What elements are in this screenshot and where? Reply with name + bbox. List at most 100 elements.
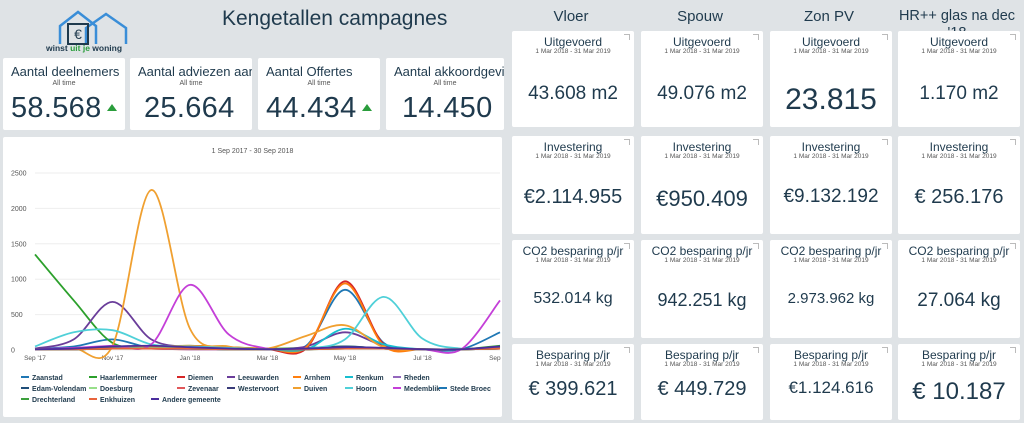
- legend-label: Hoorn: [356, 386, 377, 393]
- metric-date-range: 1 Mar 2018 - 31 Mar 2019: [535, 48, 611, 55]
- metric-title: CO2 besparing p/jr: [908, 244, 1010, 258]
- deelnemers-line-chart[interactable]: 1 Sep 2017 - 30 Sep 2018 0 500 1000 1500 200…: [3, 137, 502, 417]
- legend-label: Rheden: [404, 375, 430, 382]
- legend-item[interactable]: Zaanstad: [21, 375, 63, 382]
- expand-icon[interactable]: [1010, 139, 1016, 145]
- metric-date-range: 1 Mar 2018 - 31 Mar 2019: [535, 361, 611, 368]
- legend-label: Stede Broec: [450, 386, 491, 393]
- metric-card-uitgevoerd-hr-glas[interactable]: Uitgevoerd 1 Mar 2018 - 31 Mar 2019 1.170 …: [898, 31, 1020, 127]
- expand-icon[interactable]: [624, 347, 630, 353]
- expand-icon[interactable]: [753, 347, 759, 353]
- y-tick-label: 2000: [11, 206, 27, 213]
- legend-item[interactable]: Renkum: [345, 375, 384, 382]
- legend-swatch: [21, 376, 29, 378]
- metric-date-range: 1 Mar 2018 - 31 Mar 2019: [793, 257, 869, 264]
- metric-card-uitgevoerd-vloer[interactable]: Uitgevoerd 1 Mar 2018 - 31 Mar 2019 43.608…: [512, 31, 634, 127]
- legend-label: Renkum: [356, 375, 384, 382]
- metric-card-besparing-spouw[interactable]: Besparing p/jr 1 Mar 2018 - 31 Mar 2019 € …: [641, 344, 763, 420]
- metric-title: Besparing p/jr: [921, 348, 997, 362]
- kpi-adviezen[interactable]: Aantal adviezen aan hu All time 25.664: [130, 58, 252, 130]
- legend-swatch: [227, 387, 235, 389]
- legend-item[interactable]: Haarlemmermeer: [89, 375, 157, 382]
- legend-swatch: [21, 387, 29, 389]
- expand-icon[interactable]: [882, 34, 888, 40]
- metric-value: 49.076 m2: [657, 83, 747, 104]
- legend-item[interactable]: Medemblik: [393, 386, 440, 393]
- metric-card-besparing-zon-pv[interactable]: Besparing p/jr 1 Mar 2018 - 31 Mar 2019 €1…: [770, 344, 892, 420]
- legend-item[interactable]: Andere gemeente: [151, 397, 221, 404]
- legend-item[interactable]: Hoorn: [345, 386, 377, 393]
- kpi-sub: All time: [52, 80, 76, 87]
- kpi-deelnemers[interactable]: Aantal deelnemers All time 58.568: [3, 58, 125, 130]
- legend-item[interactable]: Doesburg: [89, 386, 133, 393]
- metric-date-range: 1 Mar 2018 - 31 Mar 2019: [664, 361, 740, 368]
- expand-icon[interactable]: [882, 243, 888, 249]
- expand-icon[interactable]: [1010, 243, 1016, 249]
- expand-icon[interactable]: [753, 243, 759, 249]
- y-tick-label: 1500: [11, 241, 27, 248]
- metric-card-co2-zon-pv[interactable]: CO2 besparing p/jr 1 Mar 2018 - 31 Mar 20…: [770, 240, 892, 338]
- legend-swatch: [293, 376, 301, 378]
- series-line-zaanstad[interactable]: [34, 288, 501, 352]
- expand-icon[interactable]: [882, 139, 888, 145]
- expand-icon[interactable]: [624, 139, 630, 145]
- metric-card-investering-zon-pv[interactable]: Investering 1 Mar 2018 - 31 Mar 2019 €9.13…: [770, 136, 892, 234]
- kpi-offertes[interactable]: Aantal Offertes All time 44.434: [258, 58, 380, 130]
- metric-card-uitgevoerd-spouw[interactable]: Uitgevoerd 1 Mar 2018 - 31 Mar 2019 49.076…: [641, 31, 763, 127]
- house-logo-icon: €: [58, 10, 128, 45]
- metric-date-range: 1 Mar 2018 - 31 Mar 2019: [664, 48, 740, 55]
- series-line-duiven[interactable]: [34, 189, 501, 359]
- metric-card-co2-hr-glas[interactable]: CO2 besparing p/jr 1 Mar 2018 - 31 Mar 20…: [898, 240, 1020, 338]
- legend-label: Diemen: [188, 375, 214, 382]
- expand-icon[interactable]: [624, 34, 630, 40]
- metric-card-uitgevoerd-zon-pv[interactable]: Uitgevoerd 1 Mar 2018 - 31 Mar 2019 23.815: [770, 31, 892, 127]
- metric-card-besparing-vloer[interactable]: Besparing p/jr 1 Mar 2018 - 31 Mar 2019 € …: [512, 344, 634, 420]
- legend-item[interactable]: Stede Broec: [439, 386, 491, 393]
- legend-label: Medemblik: [404, 386, 441, 393]
- expand-icon[interactable]: [882, 347, 888, 353]
- legend-item[interactable]: Rheden: [393, 375, 430, 382]
- metric-date-range: 1 Mar 2018 - 31 Mar 2019: [921, 361, 997, 368]
- x-tick-label: Mar '18: [257, 355, 279, 362]
- kpi-label: Aantal adviezen aan hu: [138, 64, 252, 79]
- expand-icon[interactable]: [624, 243, 630, 249]
- metric-card-besparing-hr-glas[interactable]: Besparing p/jr 1 Mar 2018 - 31 Mar 2019 € …: [898, 344, 1020, 420]
- legend-item[interactable]: Diemen: [177, 375, 213, 382]
- metric-value: 942.251 kg: [657, 290, 747, 310]
- legend-swatch: [439, 387, 447, 389]
- kpi-value: 25.664: [144, 92, 235, 124]
- y-tick-label: 0: [11, 348, 15, 355]
- metric-title: Besparing p/jr: [664, 348, 740, 362]
- series-line-andere-gemeente[interactable]: [34, 344, 501, 351]
- legend-label: Leeuwarden: [238, 375, 279, 382]
- legend-item[interactable]: Duiven: [293, 386, 327, 393]
- metric-date-range: 1 Mar 2018 - 31 Mar 2019: [793, 361, 869, 368]
- kpi-value: 14.450: [402, 92, 493, 124]
- metric-title: Investering: [543, 140, 603, 154]
- expand-icon[interactable]: [753, 139, 759, 145]
- expand-icon[interactable]: [1010, 34, 1016, 40]
- kpi-label: Aantal akkoordgevingen: [394, 64, 504, 79]
- metric-card-investering-vloer[interactable]: Investering 1 Mar 2018 - 31 Mar 2019 €2.11…: [512, 136, 634, 234]
- expand-icon[interactable]: [753, 34, 759, 40]
- legend-swatch: [89, 387, 97, 389]
- metric-title: CO2 besparing p/jr: [651, 244, 753, 258]
- kpi-akkoordgevingen[interactable]: Aantal akkoordgevingen All time 14.450: [386, 58, 504, 130]
- expand-icon[interactable]: [1010, 347, 1016, 353]
- legend-item[interactable]: Westervoort: [227, 386, 279, 393]
- legend-item[interactable]: Arnhem: [293, 375, 330, 382]
- legend-item[interactable]: Leeuwarden: [227, 375, 279, 382]
- legend-label: Arnhem: [304, 375, 331, 382]
- legend-item[interactable]: Zevenaar: [177, 386, 219, 393]
- metric-card-investering-hr-glas[interactable]: Investering 1 Mar 2018 - 31 Mar 2019 € 256…: [898, 136, 1020, 234]
- legend-item[interactable]: Edam-Volendam: [21, 386, 86, 393]
- metric-card-co2-vloer[interactable]: CO2 besparing p/jr 1 Mar 2018 - 31 Mar 20…: [512, 240, 634, 338]
- metric-title: Besparing p/jr: [535, 348, 611, 362]
- metric-card-co2-spouw[interactable]: CO2 besparing p/jr 1 Mar 2018 - 31 Mar 20…: [641, 240, 763, 338]
- metric-card-investering-spouw[interactable]: Investering 1 Mar 2018 - 31 Mar 2019 €950.…: [641, 136, 763, 234]
- legend-label: Drechterland: [32, 397, 76, 404]
- legend-item[interactable]: Drechterland: [21, 397, 75, 404]
- series-line-haarlemmermeer[interactable]: [34, 253, 501, 351]
- legend-item[interactable]: Enkhuizen: [89, 397, 135, 404]
- legend-label: Zaanstad: [32, 375, 63, 382]
